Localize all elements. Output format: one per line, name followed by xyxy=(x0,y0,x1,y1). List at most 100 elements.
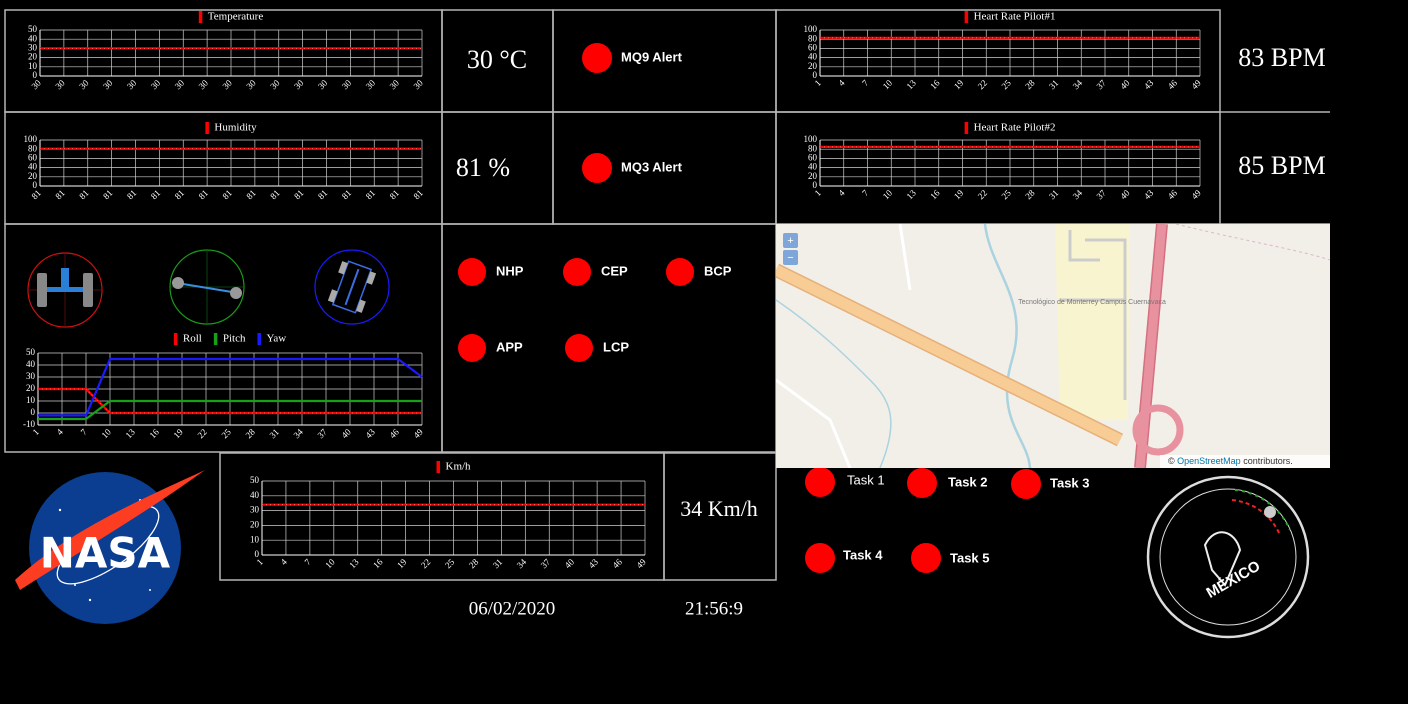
zoom-in-label[interactable]: + xyxy=(787,235,793,247)
time: 21:56:9 xyxy=(685,598,743,619)
legend-label: Km/h xyxy=(446,461,472,473)
y-tick-label: 0 xyxy=(31,407,36,417)
x-tick-label: 49 xyxy=(634,556,648,570)
x-tick-label: 16 xyxy=(147,426,161,440)
x-tick-label: 31 xyxy=(491,557,504,570)
x-tick-label: 30 xyxy=(268,77,282,91)
task-light xyxy=(805,543,835,573)
indicator-label: NHP xyxy=(496,263,524,278)
y-tick-label: 20 xyxy=(28,52,38,62)
indicator-label: LCP xyxy=(603,339,629,354)
x-tick-label: 25 xyxy=(999,77,1013,91)
legend-label: Heart Rate Pilot#1 xyxy=(974,11,1056,23)
indicator-label: APP xyxy=(496,339,523,354)
x-tick-label: 37 xyxy=(315,426,329,440)
mexico-logo: MÉXICO xyxy=(1148,477,1308,637)
x-tick-label: 43 xyxy=(1142,187,1156,201)
panel xyxy=(776,10,1220,112)
x-tick-label: 43 xyxy=(363,426,377,440)
panel xyxy=(442,224,776,452)
y-tick-label: 50 xyxy=(26,347,36,357)
indicator-light xyxy=(666,258,694,286)
legend-label: Pitch xyxy=(223,333,246,345)
legend-label: Yaw xyxy=(266,333,286,345)
y-tick-label: 0 xyxy=(813,180,818,190)
x-tick-label: 30 xyxy=(292,77,306,91)
legend-swatch xyxy=(437,461,441,473)
x-tick-label: 16 xyxy=(928,77,942,91)
x-tick-label: 10 xyxy=(881,187,895,201)
x-tick-label: 10 xyxy=(323,556,337,570)
y-tick-label: 40 xyxy=(808,162,818,172)
humidity-readout: 81 % xyxy=(456,153,510,182)
x-tick-label: 40 xyxy=(1118,77,1132,91)
x-tick-label: 7 xyxy=(302,556,313,567)
y-tick-label: 40 xyxy=(28,33,38,43)
legend-swatch xyxy=(965,11,969,23)
y-tick-label: 60 xyxy=(808,152,818,162)
x-tick-label: 25 xyxy=(999,187,1013,201)
x-tick-label: 81 xyxy=(53,188,66,201)
legend-swatch xyxy=(205,122,209,134)
zoom-out-label[interactable]: − xyxy=(787,252,793,264)
y-tick-label: 0 xyxy=(813,70,818,80)
indicator-label: CEP xyxy=(601,263,628,278)
y-tick-label: 0 xyxy=(33,70,38,80)
x-tick-label: 43 xyxy=(587,556,601,570)
x-tick-label: 81 xyxy=(411,188,424,201)
x-tick-label: 30 xyxy=(53,77,67,91)
x-tick-label: 19 xyxy=(395,556,409,570)
attribution-link[interactable]: OpenStreetMap xyxy=(1177,456,1241,466)
x-tick-label: 49 xyxy=(1189,187,1203,201)
map-place: Tecnológico de Monterrey Campus Cuernava… xyxy=(1018,299,1166,306)
y-tick-label: 0 xyxy=(255,549,260,559)
x-tick-label: 28 xyxy=(243,426,257,440)
x-tick-label: 40 xyxy=(563,556,577,570)
x-tick-label: 13 xyxy=(904,77,918,91)
alert-label: MQ9 Alert xyxy=(621,49,683,64)
x-tick-label: 81 xyxy=(149,188,162,201)
x-tick-label: 22 xyxy=(976,78,989,91)
y-tick-label: 50 xyxy=(28,24,38,34)
nasa-logo: NASA xyxy=(15,470,205,624)
indicator-light xyxy=(563,258,591,286)
legend: Temperature xyxy=(199,11,264,23)
x-tick-label: 30 xyxy=(77,77,91,91)
x-tick-label: 40 xyxy=(1118,187,1132,201)
legend-swatch xyxy=(174,333,178,345)
legend: Heart Rate Pilot#2 xyxy=(965,122,1056,134)
x-tick-label: 81 xyxy=(197,188,210,201)
alert-label: MQ3 Alert xyxy=(621,159,683,174)
x-tick-label: 25 xyxy=(443,556,457,570)
x-tick-label: 30 xyxy=(316,77,330,91)
y-tick-label: 60 xyxy=(808,42,818,52)
legend-label: Heart Rate Pilot#2 xyxy=(974,122,1056,134)
x-tick-label: 7 xyxy=(79,426,90,437)
y-tick-label: 10 xyxy=(26,395,36,405)
legend-label: Humidity xyxy=(214,122,257,134)
x-tick-label: 7 xyxy=(860,187,871,198)
x-tick-label: 81 xyxy=(292,188,305,201)
x-tick-label: 81 xyxy=(101,188,114,201)
x-tick-label: 81 xyxy=(340,188,353,201)
x-tick-label: 43 xyxy=(1142,77,1156,91)
y-tick-label: 30 xyxy=(26,371,36,381)
attribution-suffix: contributors. xyxy=(1243,456,1293,466)
nasa-text: NASA xyxy=(40,529,171,578)
x-tick-label: 4 xyxy=(836,77,847,88)
indicator-light xyxy=(458,258,486,286)
yaw-icon xyxy=(315,250,389,324)
heart-rate-readout: 83 BPM xyxy=(1238,43,1325,72)
x-tick-label: 30 xyxy=(388,77,402,91)
x-tick-label: 37 xyxy=(539,556,553,570)
legend-label: Temperature xyxy=(208,11,264,23)
x-tick-label: 40 xyxy=(339,426,353,440)
page: {"chart_data": [ {"type": "line", "categ… xyxy=(0,0,1408,699)
legend-swatch xyxy=(965,122,969,134)
x-tick-label: 4 xyxy=(55,426,66,437)
x-tick-label: 34 xyxy=(291,426,305,440)
task-label: Task 1 xyxy=(847,472,885,487)
x-tick-label: 30 xyxy=(411,77,425,91)
y-tick-label: 0 xyxy=(33,180,38,190)
task-light xyxy=(911,543,941,573)
